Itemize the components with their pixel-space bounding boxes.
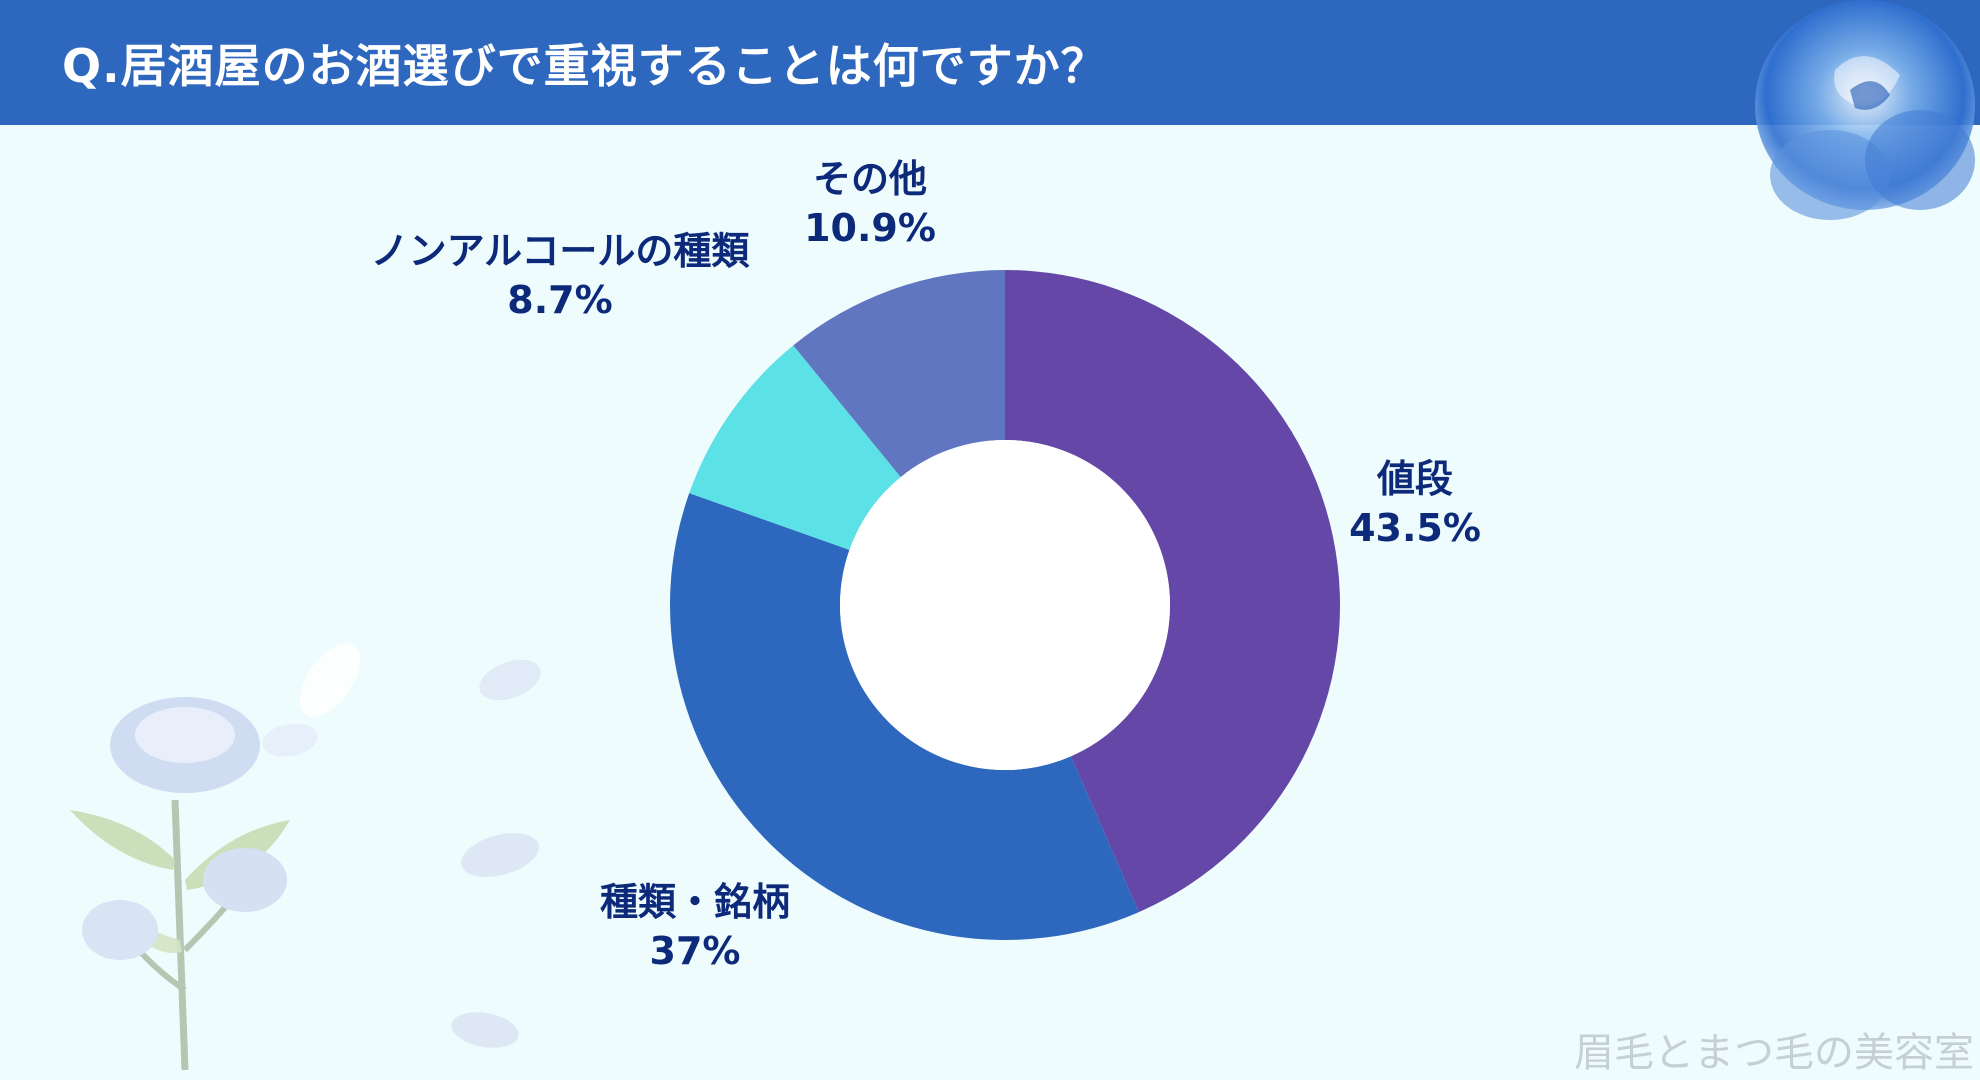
- donut-hole: [840, 440, 1170, 770]
- petal-icon: [262, 643, 541, 1048]
- label-variety-brand-name: 種類・銘柄: [599, 880, 790, 924]
- label-nonalcohol: ノンアルコールの種類 8.7%: [320, 227, 800, 326]
- blue-rose-icon: [1755, 0, 1975, 220]
- slice-variety-brand: [670, 493, 1139, 940]
- label-variety-brand-value: 37%: [649, 929, 741, 974]
- watermark: 眉毛とまつ毛の美容室: [1574, 1030, 1974, 1076]
- label-price: 値段 43.5%: [1320, 455, 1510, 554]
- slice-price: [1005, 270, 1340, 913]
- label-nonalcohol-value: 8.7%: [507, 278, 613, 323]
- label-other: その他 10.9%: [760, 155, 980, 254]
- blue-rose-branch-icon: [70, 697, 290, 1071]
- label-price-value: 43.5%: [1349, 506, 1481, 551]
- label-price-name: 値段: [1376, 457, 1453, 501]
- label-other-name: その他: [812, 157, 927, 201]
- label-nonalcohol-name: ノンアルコールの種類: [370, 229, 750, 273]
- label-variety-brand: 種類・銘柄 37%: [555, 878, 835, 977]
- slice-nonalcohol: [689, 345, 901, 550]
- label-other-value: 10.9%: [804, 206, 936, 251]
- page-title: Q.居酒屋のお酒選びで重視することは何ですか？: [62, 39, 1108, 93]
- slice-other: [793, 270, 1005, 478]
- header-bar: Q.居酒屋のお酒選びで重視することは何ですか？: [0, 0, 1980, 125]
